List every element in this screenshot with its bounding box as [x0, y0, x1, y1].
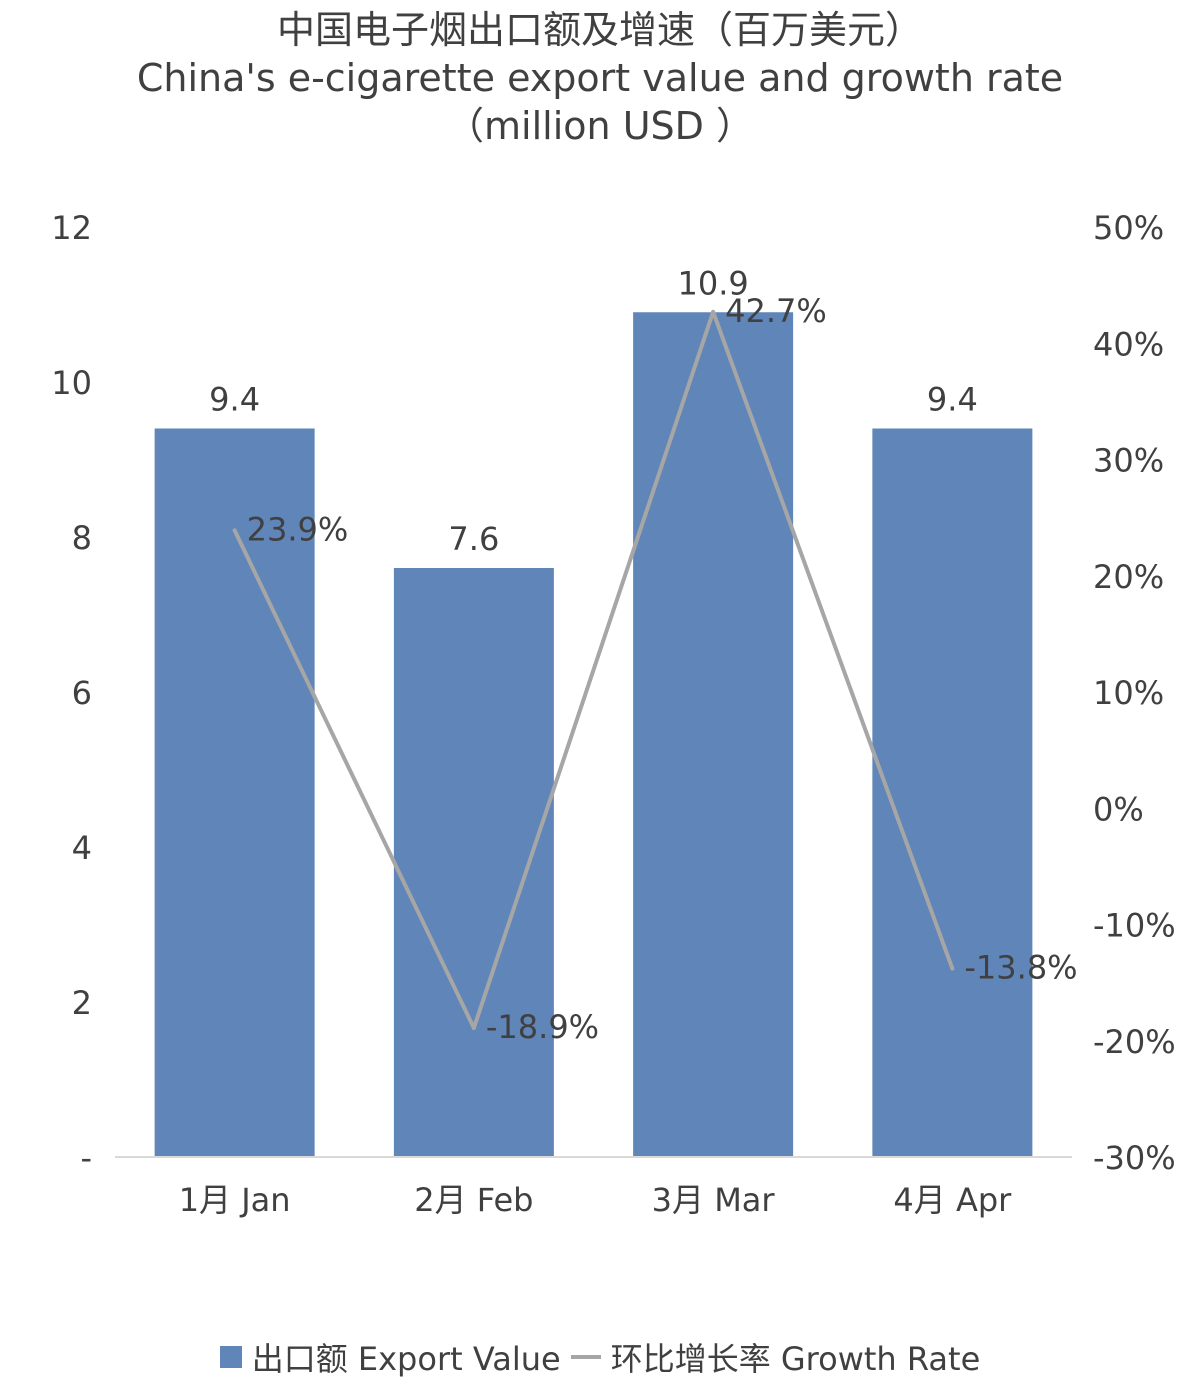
y-right-tick-label: 40%: [1093, 325, 1164, 363]
y-left-tick-label: 8: [72, 519, 92, 557]
bar-data-label: 9.4: [927, 381, 978, 419]
y-right-tick-label: 0%: [1093, 790, 1144, 828]
y-right-tick-label: -10%: [1093, 907, 1176, 945]
line-data-label: 42.7%: [725, 292, 827, 330]
x-category-label: 1月 Jan: [179, 1181, 291, 1219]
x-category-label: 4月 Apr: [893, 1181, 1012, 1219]
y-left-tick-label: -: [80, 1139, 92, 1177]
y-right-tick-label: 30%: [1093, 442, 1164, 480]
line-growth-rate: [232, 309, 955, 1030]
y-left-tick-label: 6: [72, 674, 92, 712]
bar-data-label: 9.4: [209, 381, 260, 419]
line-data-label: -18.9%: [486, 1008, 599, 1046]
chart-title-en: China's e-cigarette export value and gro…: [136, 56, 1064, 100]
legend-swatch-export: [219, 1346, 242, 1368]
chart-legend: 出口额 Export Value 环比增长率 Growth Rate: [0, 1334, 1200, 1380]
legend-swatch-growth: [570, 1355, 601, 1359]
line-point-growth-rate: [471, 1025, 476, 1030]
y-right-tick-label: 50%: [1093, 209, 1164, 247]
y-left-tick-label: 10: [51, 364, 92, 402]
chart-title-unit: （million USD ）: [446, 104, 754, 148]
line-point-growth-rate: [711, 309, 716, 314]
bar-data-label: 7.6: [448, 520, 499, 558]
line-point-growth-rate: [950, 966, 955, 971]
bar-export-value: [154, 428, 315, 1157]
chart-title-cn: 中国电子烟出口额及增速（百万美元）: [276, 8, 923, 52]
y-left-tick-label: 2: [72, 984, 92, 1022]
bar-data-label: 10.9: [678, 264, 749, 302]
bar-export-value: [872, 428, 1033, 1157]
y-right-tick-label: 20%: [1093, 558, 1164, 596]
line-data-label: 23.9%: [247, 510, 349, 548]
y-right-tick-label: -20%: [1093, 1023, 1176, 1061]
line-data-label: -13.8%: [964, 949, 1077, 987]
legend-label-growth: 环比增长率 Growth Rate: [610, 1340, 981, 1378]
chart-canvas: - 2 4 6 8 10 12 -30% -20% -10% 0% 10% 20% 30% 40% 50% 9.…: [51, 209, 1176, 1219]
y-left-tick-label: 12: [51, 209, 92, 247]
line-point-growth-rate: [232, 528, 237, 533]
legend-label-export: 出口额 Export Value: [251, 1340, 561, 1378]
x-category-label: 3月 Mar: [652, 1181, 776, 1219]
x-category-label: 2月 Feb: [414, 1181, 533, 1219]
y-right-tick-label: -30%: [1093, 1139, 1176, 1177]
y-right-tick-label: 10%: [1093, 674, 1164, 712]
y-left-tick-label: 4: [72, 829, 92, 867]
bar-export-value: [633, 312, 794, 1157]
